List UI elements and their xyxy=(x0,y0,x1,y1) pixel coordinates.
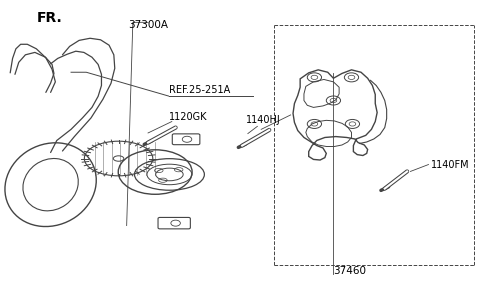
Text: 1120GK: 1120GK xyxy=(169,112,208,122)
Text: REF.25-251A: REF.25-251A xyxy=(169,85,231,95)
Text: FR.: FR. xyxy=(36,11,62,25)
Text: 1140HJ: 1140HJ xyxy=(245,115,280,125)
Text: 37300A: 37300A xyxy=(128,20,168,30)
Text: 1140FM: 1140FM xyxy=(431,159,469,169)
Text: 37460: 37460 xyxy=(334,266,367,276)
